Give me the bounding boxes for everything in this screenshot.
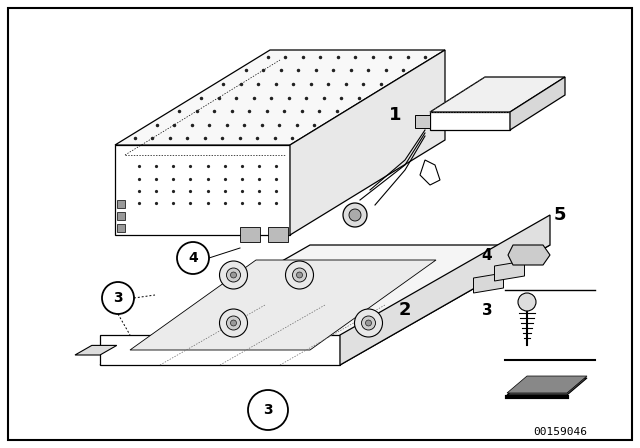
Circle shape [227, 268, 241, 282]
Polygon shape [474, 273, 504, 293]
Text: 1: 1 [388, 106, 401, 124]
Circle shape [177, 242, 209, 274]
Circle shape [220, 309, 248, 337]
Polygon shape [100, 245, 550, 365]
Text: 3: 3 [263, 403, 273, 417]
Polygon shape [420, 160, 440, 185]
Circle shape [230, 320, 237, 326]
Polygon shape [75, 345, 116, 355]
Circle shape [102, 282, 134, 314]
Polygon shape [115, 50, 445, 145]
Text: 5: 5 [554, 206, 566, 224]
Polygon shape [507, 376, 587, 393]
Polygon shape [340, 215, 550, 365]
Circle shape [355, 309, 383, 337]
Circle shape [248, 390, 288, 430]
Circle shape [362, 316, 376, 330]
Circle shape [518, 293, 536, 311]
Polygon shape [415, 115, 430, 128]
Polygon shape [117, 200, 125, 208]
Text: 00159046: 00159046 [533, 427, 587, 437]
Circle shape [227, 316, 241, 330]
Circle shape [230, 272, 237, 278]
Polygon shape [100, 335, 340, 365]
Circle shape [292, 268, 307, 282]
Text: 3: 3 [113, 291, 123, 305]
Polygon shape [495, 261, 525, 281]
Circle shape [343, 203, 367, 227]
Polygon shape [430, 77, 565, 112]
Polygon shape [240, 227, 260, 242]
Circle shape [349, 209, 361, 221]
Polygon shape [117, 224, 125, 232]
Polygon shape [130, 260, 436, 350]
Text: 4: 4 [188, 251, 198, 265]
Polygon shape [115, 145, 290, 235]
Circle shape [285, 261, 314, 289]
Polygon shape [508, 245, 550, 265]
Circle shape [296, 272, 303, 278]
Circle shape [365, 320, 371, 326]
Circle shape [220, 261, 248, 289]
Polygon shape [117, 212, 125, 220]
Polygon shape [510, 77, 565, 130]
Text: 4: 4 [482, 247, 492, 263]
Polygon shape [430, 112, 510, 130]
Polygon shape [290, 50, 445, 235]
Text: 3: 3 [482, 302, 492, 318]
Polygon shape [268, 227, 288, 242]
Polygon shape [507, 378, 587, 395]
Text: 2: 2 [399, 301, 412, 319]
